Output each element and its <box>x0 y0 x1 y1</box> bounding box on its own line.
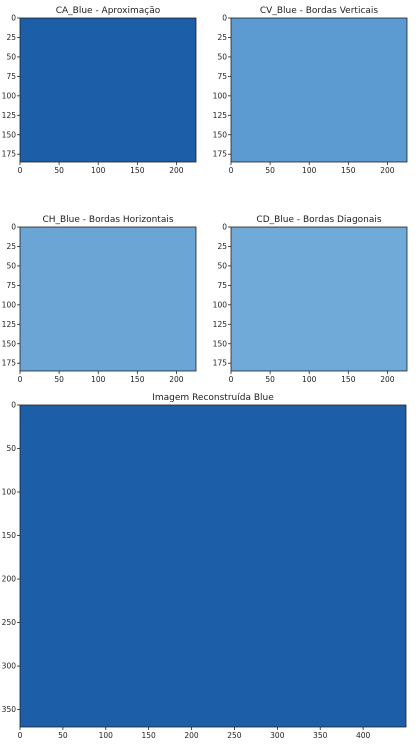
y-tick-label: 100 <box>2 488 17 497</box>
x-tick-label: 200 <box>380 375 395 384</box>
image-area <box>231 18 407 162</box>
x-tick-label: 250 <box>227 731 242 740</box>
subplot-title: CD_Blue - Bordas Diagonais <box>256 215 381 225</box>
y-tick-label: 125 <box>213 320 228 329</box>
x-tick-label: 200 <box>169 166 184 175</box>
y-tick-label: 0 <box>11 401 16 410</box>
y-tick-label: 0 <box>222 223 227 232</box>
y-tick-label: 175 <box>213 150 228 159</box>
y-tick-label: 50 <box>6 444 16 453</box>
y-tick-label: 150 <box>213 130 228 139</box>
y-tick-label: 50 <box>6 52 16 61</box>
y-tick-label: 50 <box>6 261 16 270</box>
y-tick-label: 50 <box>217 261 227 270</box>
y-tick-label: 125 <box>213 111 228 120</box>
y-tick-label: 100 <box>213 300 228 309</box>
y-tick-label: 150 <box>2 531 17 540</box>
y-tick-label: 100 <box>2 300 17 309</box>
y-tick-label: 150 <box>2 130 17 139</box>
x-tick-label: 0 <box>229 166 234 175</box>
y-tick-label: 25 <box>6 242 16 251</box>
y-tick-label: 175 <box>2 359 17 368</box>
x-tick-label: 350 <box>313 731 328 740</box>
x-tick-label: 100 <box>91 166 106 175</box>
image-area <box>20 18 196 162</box>
x-tick-label: 100 <box>302 375 317 384</box>
y-tick-label: 250 <box>2 618 17 627</box>
x-tick-label: 0 <box>18 731 23 740</box>
y-tick-label: 0 <box>11 223 16 232</box>
subplot-2: CV_Blue - Bordas Verticais 0 50 100 150 200 0 2… <box>213 6 408 175</box>
y-tick-label: 350 <box>2 705 17 714</box>
x-tick-label: 150 <box>341 166 356 175</box>
x-tick-label: 200 <box>184 731 199 740</box>
y-tick-label: 200 <box>2 575 17 584</box>
image-area <box>20 405 406 727</box>
y-tick-label: 75 <box>6 281 16 290</box>
x-tick-label: 50 <box>54 166 64 175</box>
subplot-4: CD_Blue - Bordas Diagonais 0 50 100 150 200 0 2… <box>213 215 408 384</box>
x-tick-label: 50 <box>58 731 68 740</box>
y-tick-label: 300 <box>2 662 17 671</box>
y-tick-label: 25 <box>217 33 227 42</box>
y-tick-label: 50 <box>217 52 227 61</box>
y-tick-label: 175 <box>213 359 228 368</box>
x-tick-label: 150 <box>130 375 145 384</box>
x-tick-label: 50 <box>54 375 64 384</box>
subplot-title: CA_Blue - Aproximação <box>56 6 161 16</box>
x-tick-label: 150 <box>130 166 145 175</box>
subplot-5: Imagem Reconstruída Blue 0 50 100 150 200 250 3… <box>2 393 407 740</box>
y-tick-label: 150 <box>213 339 228 348</box>
x-tick-label: 150 <box>142 731 157 740</box>
x-tick-label: 0 <box>18 375 23 384</box>
y-tick-label: 25 <box>217 242 227 251</box>
x-tick-label: 100 <box>91 375 106 384</box>
subplot-3: CH_Blue - Bordas Horizontais 0 50 100 150 200… <box>2 215 197 384</box>
y-tick-label: 100 <box>2 91 17 100</box>
y-tick-label: 75 <box>6 72 16 81</box>
x-tick-label: 200 <box>380 166 395 175</box>
axes-frame <box>19 404 407 728</box>
image-area <box>20 227 196 371</box>
subplot-title: Imagem Reconstruída Blue <box>152 393 274 403</box>
x-tick-label: 100 <box>302 166 317 175</box>
y-tick-label: 25 <box>6 33 16 42</box>
axes-frame <box>230 226 408 372</box>
subplot-1: CA_Blue - Aproximação 0 50 100 150 200 0 25 50 75… <box>2 6 197 175</box>
axes-frame <box>230 17 408 163</box>
y-tick-label: 75 <box>217 281 227 290</box>
y-tick-label: 100 <box>213 91 228 100</box>
x-tick-label: 50 <box>265 166 275 175</box>
subplot-title: CV_Blue - Bordas Verticais <box>260 6 379 16</box>
y-tick-label: 175 <box>2 150 17 159</box>
axes-frame <box>19 226 197 372</box>
y-tick-label: 75 <box>217 72 227 81</box>
image-area <box>231 227 407 371</box>
axes-frame <box>19 17 197 163</box>
x-tick-label: 300 <box>270 731 285 740</box>
x-tick-label: 150 <box>341 375 356 384</box>
x-tick-label: 0 <box>229 375 234 384</box>
y-tick-label: 150 <box>2 339 17 348</box>
x-tick-label: 400 <box>356 731 371 740</box>
y-tick-label: 0 <box>11 14 16 23</box>
y-tick-label: 125 <box>2 111 17 120</box>
x-tick-label: 0 <box>18 166 23 175</box>
y-tick-label: 125 <box>2 320 17 329</box>
y-tick-label: 0 <box>222 14 227 23</box>
subplot-title: CH_Blue - Bordas Horizontais <box>42 215 173 225</box>
x-tick-label: 100 <box>99 731 114 740</box>
x-tick-label: 50 <box>265 375 275 384</box>
x-tick-label: 200 <box>169 375 184 384</box>
